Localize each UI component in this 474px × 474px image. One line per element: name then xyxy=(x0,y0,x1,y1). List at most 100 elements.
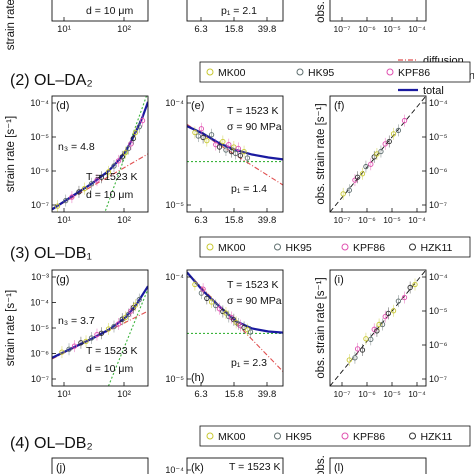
data-point xyxy=(247,329,254,335)
x-tick-label: 10⁻⁶ xyxy=(358,215,375,225)
panel-letter: (j) xyxy=(56,462,66,474)
data-point xyxy=(204,295,210,302)
data-point xyxy=(105,326,112,332)
diffusion-line xyxy=(52,153,148,210)
row-4: (4) OL–DB₂ MK00 HK95 KPF86 HZK11 (j) 10⁻⁴ (k) T … xyxy=(10,425,471,474)
data-point xyxy=(378,148,384,155)
data-point xyxy=(213,141,219,148)
figure-rows: 10¹ 10² strain rate [s⁻¹] d = 10 μm 6.3 15.8 3… xyxy=(5,0,471,474)
panel-i: 10⁻⁷ 10⁻⁶ 10⁻⁵ 10⁻⁴ 10⁻⁴ 10⁻⁵ 10⁻⁶ 10⁻⁷ obs. str… xyxy=(315,269,448,399)
panel-frame xyxy=(329,0,427,22)
data-point xyxy=(132,302,139,308)
source-legend-box xyxy=(199,61,471,83)
1:1-line xyxy=(330,270,426,386)
data-point xyxy=(386,138,392,145)
y-axis-label: obs. strain rate [s⁻¹] xyxy=(315,277,327,378)
data-point xyxy=(208,299,215,305)
panel-letter: (d) xyxy=(56,100,69,112)
row-title: (2) OL–DA₂ xyxy=(10,72,93,89)
panel-frame xyxy=(51,457,149,474)
panel-frame xyxy=(186,269,284,387)
x-tick-label: 10⁻⁷ xyxy=(333,215,350,225)
source-label: MK00 xyxy=(218,67,246,79)
panel-l: obs. (l) xyxy=(315,455,427,474)
panel-letter: (l) xyxy=(334,462,344,474)
data-point xyxy=(105,169,112,175)
data-point xyxy=(122,150,129,156)
y-tick-label: 10⁻⁶ xyxy=(429,340,448,350)
y-tick-label: 10⁻⁵ xyxy=(429,306,448,316)
panel-annotation: p₁ = 1.4 xyxy=(231,183,267,195)
panel-r1-2: 10⁻⁷ 10⁻⁶ 10⁻⁵ 10⁻⁴ obs. xyxy=(315,0,427,34)
source-label: HK95 xyxy=(286,431,312,443)
data-point xyxy=(139,117,146,124)
data-point xyxy=(98,330,105,336)
y-tick-label: 10⁻⁴ xyxy=(429,98,448,108)
data-point xyxy=(83,338,89,345)
panel-annotation: d = 10 μm xyxy=(86,363,133,375)
panel-plot-area xyxy=(52,96,148,212)
y-axis-label: strain rate [s⁻¹] xyxy=(5,290,17,366)
data-point xyxy=(208,132,215,138)
source-label: KPF86 xyxy=(353,431,385,443)
data-point xyxy=(368,161,374,167)
data-point xyxy=(220,308,226,315)
x-tick-label: 10² xyxy=(117,389,131,400)
x-tick-label: 10⁻⁶ xyxy=(358,24,375,34)
source-label: MK00 xyxy=(218,431,246,443)
x-tick-label: 10¹ xyxy=(57,24,71,35)
panel-j: (j) xyxy=(51,457,149,474)
data-point xyxy=(368,336,374,343)
data-point xyxy=(198,126,205,132)
panel-g: 10¹ 10² 10⁻³ 10⁻⁴ 10⁻⁵ 10⁻⁶ 10⁻⁷ strain rate [s… xyxy=(5,269,149,400)
panel-frame xyxy=(329,95,427,213)
data-point xyxy=(98,174,105,180)
data-point xyxy=(354,174,361,180)
x-tick-label: 15.8 xyxy=(225,215,244,226)
data-point xyxy=(374,328,380,334)
y-tick-label: 10⁻⁴ xyxy=(165,465,184,474)
x-tick-label: 39.8 xyxy=(258,24,277,35)
data-point xyxy=(195,133,201,139)
source-marker xyxy=(386,68,394,76)
panel-plot-area xyxy=(187,122,283,186)
data-point xyxy=(359,171,366,177)
panel-annotation: p₁ = 2.3 xyxy=(231,357,267,369)
data-point xyxy=(88,335,95,341)
x-tick-label: 10¹ xyxy=(57,389,71,400)
panel-frame xyxy=(186,0,284,22)
data-point xyxy=(354,346,361,352)
data-point xyxy=(235,145,241,152)
source-label: KPF86 xyxy=(353,242,385,254)
panel-annotation: n₃ = 3.7 xyxy=(58,315,95,327)
panel-frame xyxy=(51,95,149,213)
panel-letter: (k) xyxy=(191,462,204,474)
x-tick-label: 10⁻⁷ xyxy=(333,24,350,34)
data-point xyxy=(223,310,229,316)
panel-frame xyxy=(329,269,427,387)
panel-r1-1: 6.3 15.8 39.8p₁ = 2.1 xyxy=(186,0,284,35)
data-point xyxy=(346,187,352,193)
data-point xyxy=(78,340,84,346)
panel-frame xyxy=(329,457,427,474)
panel-plot-area xyxy=(187,271,283,372)
data-point xyxy=(54,203,61,209)
source-marker xyxy=(409,243,416,251)
source-marker xyxy=(296,68,304,76)
data-point xyxy=(66,346,72,352)
data-point xyxy=(63,197,69,204)
y-tick-label: 10⁻⁷ xyxy=(429,200,447,210)
data-point xyxy=(352,355,358,361)
source-legend-box xyxy=(199,425,471,447)
data-point xyxy=(71,343,78,349)
panel-frame xyxy=(51,0,149,22)
source-label: HZK11 xyxy=(421,431,453,443)
panel-h: 6.3 15.8 39.8 10⁻⁴ 10⁻⁵ (h) T = 1523 K σ = 90 M… xyxy=(165,269,284,400)
panel-annotation: T = 1523 K xyxy=(86,345,137,357)
y-axis-label: strain rate [s⁻¹] xyxy=(5,116,17,192)
data-point xyxy=(359,347,366,353)
y-tick-label: 10⁻⁴ xyxy=(30,98,49,108)
data-point xyxy=(401,294,408,301)
